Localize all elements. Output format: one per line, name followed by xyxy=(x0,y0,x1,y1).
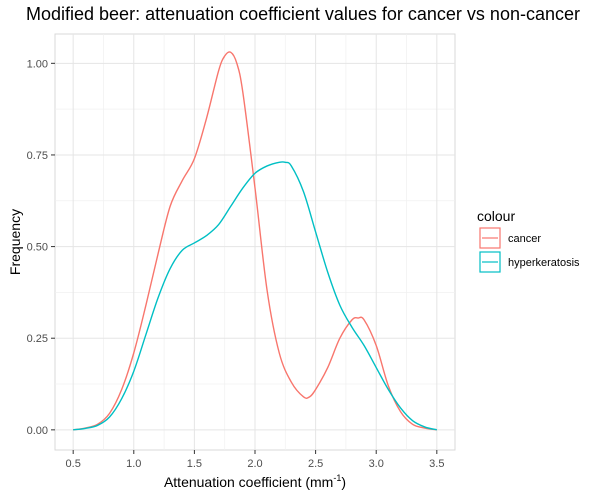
legend-label-hyperkeratosis: hyperkeratosis xyxy=(508,257,580,269)
y-axis-title: Frequency xyxy=(7,209,23,275)
series-line-hyperkeratosis xyxy=(73,161,437,431)
x-tick-label: 3.5 xyxy=(429,458,444,470)
legend-title: colour xyxy=(477,208,515,224)
x-tick-label: 1.0 xyxy=(126,458,141,470)
x-tick-label: 2.0 xyxy=(247,458,262,470)
x-tick-label: 0.5 xyxy=(66,458,81,470)
x-axis-title: Attenuation coefficient (mm-1) xyxy=(164,473,346,490)
y-tick-label: 0.25 xyxy=(27,333,48,345)
x-tick-label: 2.5 xyxy=(308,458,323,470)
x-tick-label: 3.0 xyxy=(369,458,384,470)
y-tick-label: 0.75 xyxy=(27,150,48,162)
major-gridlines xyxy=(55,34,455,450)
y-tick-label: 0.00 xyxy=(27,425,48,437)
series-lines xyxy=(73,51,437,431)
axes: 0.5 1.0 1.5 2.0 2.5 3.0 3.5 0.00 0.25 0.50 0.75 1.0… xyxy=(27,58,445,470)
x-tick-label: 1.5 xyxy=(187,458,202,470)
chart-title: Modified beer: attenuation coefficient v… xyxy=(26,4,580,24)
legend-label-cancer: cancer xyxy=(508,233,541,245)
y-tick-label: 0.50 xyxy=(27,242,48,254)
series-line-cancer xyxy=(73,51,437,431)
legend: colour cancer hyperkeratosis xyxy=(477,208,580,273)
y-tick-label: 1.00 xyxy=(27,58,48,70)
